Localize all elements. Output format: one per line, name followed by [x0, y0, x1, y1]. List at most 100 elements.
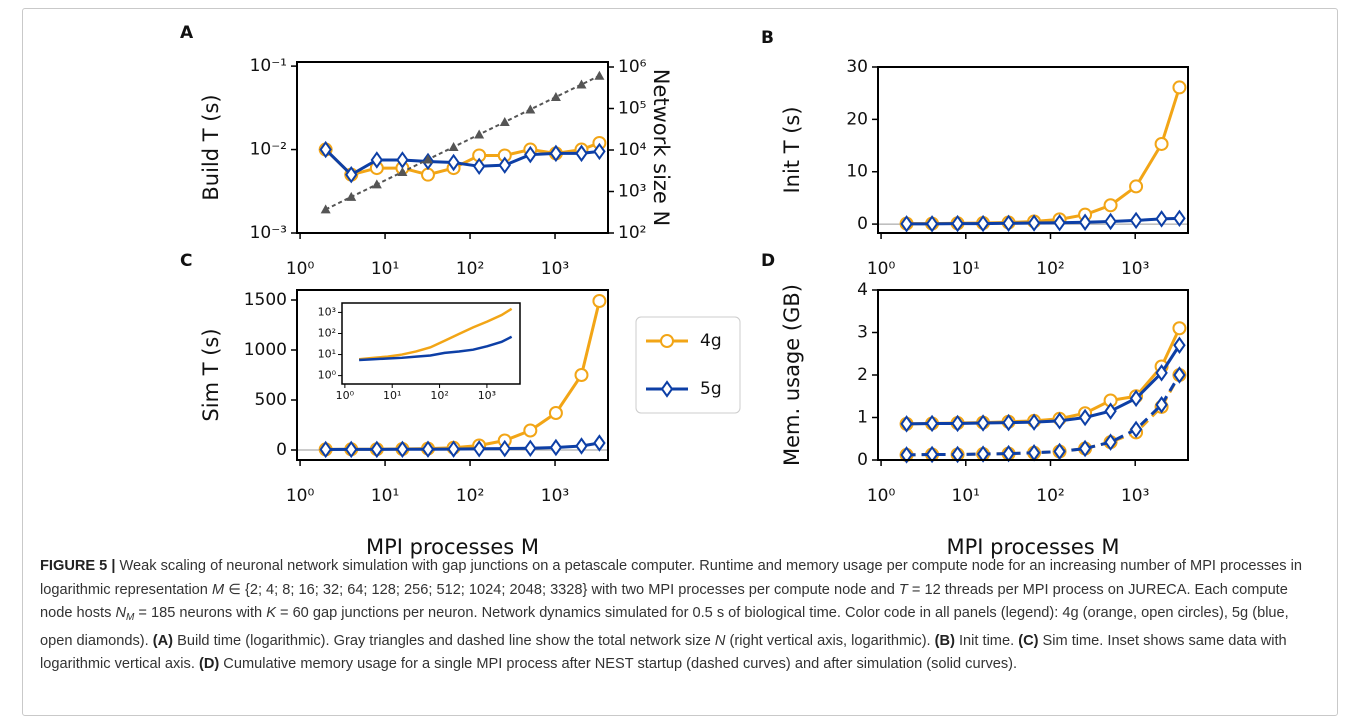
marker-diamond	[345, 165, 358, 184]
y-axis-label: Build T (s)	[199, 94, 223, 200]
marker-diamond	[1053, 214, 1066, 232]
marker-diamond	[925, 445, 939, 464]
marker-triangle	[474, 129, 485, 139]
marker-diamond	[370, 440, 384, 459]
x-tick-label: 10¹	[371, 486, 399, 506]
series-line	[906, 327, 1181, 426]
marker-diamond	[575, 437, 588, 455]
marker-triangle	[525, 104, 536, 114]
marker-diamond	[951, 214, 964, 233]
marker-triangle	[320, 204, 331, 214]
axes-frame	[877, 289, 1189, 461]
marker-triangle	[550, 91, 561, 101]
marker-circle	[1129, 179, 1144, 194]
y-tick-label: 1000	[244, 340, 287, 360]
marker-diamond	[1155, 396, 1168, 414]
y-tick-label: 10	[846, 162, 868, 182]
caption-text: N	[115, 605, 127, 622]
x-tick-label: 10³	[1121, 259, 1149, 279]
marker-diamond	[925, 215, 939, 233]
y2-tick-label: 10³	[618, 182, 646, 202]
marker-triangle	[397, 166, 408, 176]
marker-diamond	[524, 145, 537, 164]
marker-diamond	[976, 445, 990, 463]
marker-diamond	[593, 434, 606, 452]
caption: FIGURE 5 | Weak scaling of neuronal netw…	[40, 555, 1322, 677]
caption-text: Build time (logarithmic). Gray triangles…	[173, 632, 715, 649]
caption-text: N	[714, 632, 726, 649]
y-tick-label: 30	[846, 57, 868, 77]
marker-diamond	[1104, 402, 1117, 420]
y-tick-label: 0	[857, 450, 868, 470]
figure: 10⁰ 10¹ 10² 10³ 10⁻³ 10⁻² 10⁻¹ 10² 10³ 10⁴ 10⁵ 10⁶ A…	[180, 23, 1189, 559]
y-tick-label: 4	[857, 280, 868, 300]
series-line	[358, 307, 513, 361]
y-tick-label: 3	[857, 323, 868, 343]
y-tick-label: 0	[276, 440, 287, 460]
y-tick-label: 1500	[244, 290, 287, 310]
marker-diamond	[549, 144, 563, 163]
marker-diamond	[951, 414, 964, 433]
x-tick-label: 10¹	[952, 486, 980, 506]
y-tick-label: 2	[857, 365, 868, 385]
x-tick-label: 10¹	[371, 259, 399, 279]
marker-diamond	[951, 445, 964, 464]
caption-text: Weak scaling of neuronal network simulat…	[40, 558, 1302, 598]
marker-circle	[660, 334, 674, 348]
marker-diamond	[1078, 213, 1092, 231]
y-tick-label: 10³	[318, 305, 336, 318]
series-line	[325, 74, 600, 211]
marker-diamond	[549, 438, 563, 457]
marker-diamond	[447, 153, 460, 172]
caption-text: FIGURE 5 |	[40, 558, 116, 574]
x-tick-label: 10⁰	[286, 486, 315, 506]
y-axis-label: Sim T (s)	[199, 328, 223, 421]
caption-text: Sim time. Inset shows same data with log…	[40, 632, 1287, 673]
x-tick-label: 10¹	[383, 389, 401, 402]
y-tick-label: 1	[857, 408, 868, 428]
panel-label: A	[180, 23, 194, 43]
marker-diamond	[1104, 212, 1117, 231]
series-line	[906, 374, 1181, 457]
marker-triangle	[371, 179, 382, 189]
marker-diamond	[472, 440, 486, 458]
x-tick-label: 10⁰	[336, 389, 355, 402]
marker-diamond	[660, 380, 674, 398]
y2-axis-label: Network size N	[649, 69, 673, 226]
series-line	[906, 374, 1181, 457]
marker-circle	[1172, 321, 1187, 336]
x-tick-label: 10²	[1036, 259, 1064, 279]
marker-diamond	[421, 440, 435, 458]
axes-frame	[341, 302, 521, 385]
x-tick-label: 10²	[456, 259, 484, 279]
marker-diamond	[1078, 408, 1092, 427]
marker-diamond	[976, 414, 990, 432]
marker-diamond	[319, 140, 332, 159]
marker-triangle	[576, 79, 587, 89]
marker-diamond	[900, 446, 913, 464]
marker-triangle	[422, 154, 433, 164]
marker-diamond	[1155, 364, 1168, 382]
marker-diamond	[1173, 209, 1186, 228]
marker-triangle	[448, 141, 459, 151]
x-tick-label: 10²	[430, 389, 448, 402]
marker-diamond	[925, 414, 939, 433]
caption-text: (C)	[1018, 632, 1039, 649]
marker-diamond	[1129, 420, 1143, 439]
series-line	[359, 335, 513, 362]
y-axis-label: Mem. usage (GB)	[780, 284, 804, 466]
marker-diamond	[1129, 211, 1143, 230]
marker-diamond	[1173, 366, 1186, 384]
y-axis-label: Init T (s)	[780, 106, 804, 193]
marker-diamond	[345, 440, 358, 459]
x-tick-label: 10²	[1036, 486, 1064, 506]
caption-text: = 185 neurons with	[134, 605, 267, 622]
axes-frame	[296, 289, 609, 461]
caption-text: T	[898, 581, 908, 598]
y-tick-label: 20	[846, 109, 868, 129]
y-tick-label: 10²	[318, 326, 336, 339]
marker-diamond	[1104, 433, 1117, 451]
marker-diamond	[1002, 214, 1015, 233]
marker-circle	[548, 406, 563, 420]
y2-tick-label: 10⁵	[618, 99, 646, 119]
